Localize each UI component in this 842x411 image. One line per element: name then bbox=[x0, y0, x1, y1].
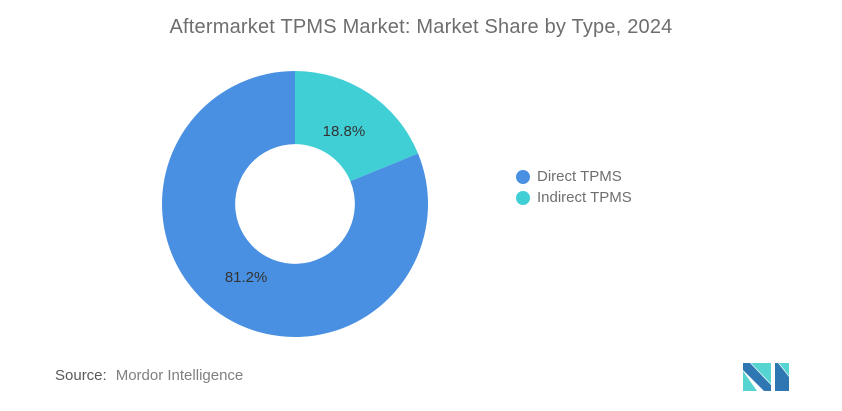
legend: Direct TPMS Indirect TPMS bbox=[516, 169, 632, 206]
mordor-intelligence-logo bbox=[743, 363, 789, 391]
donut-slice-indirect-tpms[interactable] bbox=[295, 71, 419, 182]
slice-value-label-indirect-tpms: 18.8% bbox=[323, 123, 366, 140]
source-line: Source: Mordor Intelligence bbox=[55, 367, 243, 384]
legend-label: Indirect TPMS bbox=[537, 189, 632, 206]
legend-label: Direct TPMS bbox=[537, 168, 622, 185]
legend-dot-icon bbox=[516, 170, 530, 184]
source-value: Mordor Intelligence bbox=[115, 367, 244, 384]
donut-chart[interactable]: 18.8% 81.2% bbox=[155, 64, 435, 344]
chart-title: Aftermarket TPMS Market: Market Share by… bbox=[169, 16, 673, 38]
logo-teal-top-left-piece bbox=[751, 363, 771, 384]
legend-item-direct-tpms[interactable]: Direct TPMS bbox=[516, 169, 632, 185]
slice-value-label-direct-tpms: 81.2% bbox=[225, 269, 268, 286]
donut-slice-direct-tpms[interactable] bbox=[162, 71, 429, 338]
legend-item-indirect-tpms[interactable]: Indirect TPMS bbox=[516, 190, 632, 206]
logo-teal-right-piece bbox=[779, 363, 789, 376]
legend-dot-icon bbox=[516, 191, 530, 205]
logo-teal-bottom-left-piece bbox=[743, 371, 757, 391]
logo-blue-right-piece bbox=[775, 363, 789, 391]
logo-blue-diagonal-piece bbox=[743, 363, 771, 391]
source-label: Source: bbox=[55, 367, 107, 384]
